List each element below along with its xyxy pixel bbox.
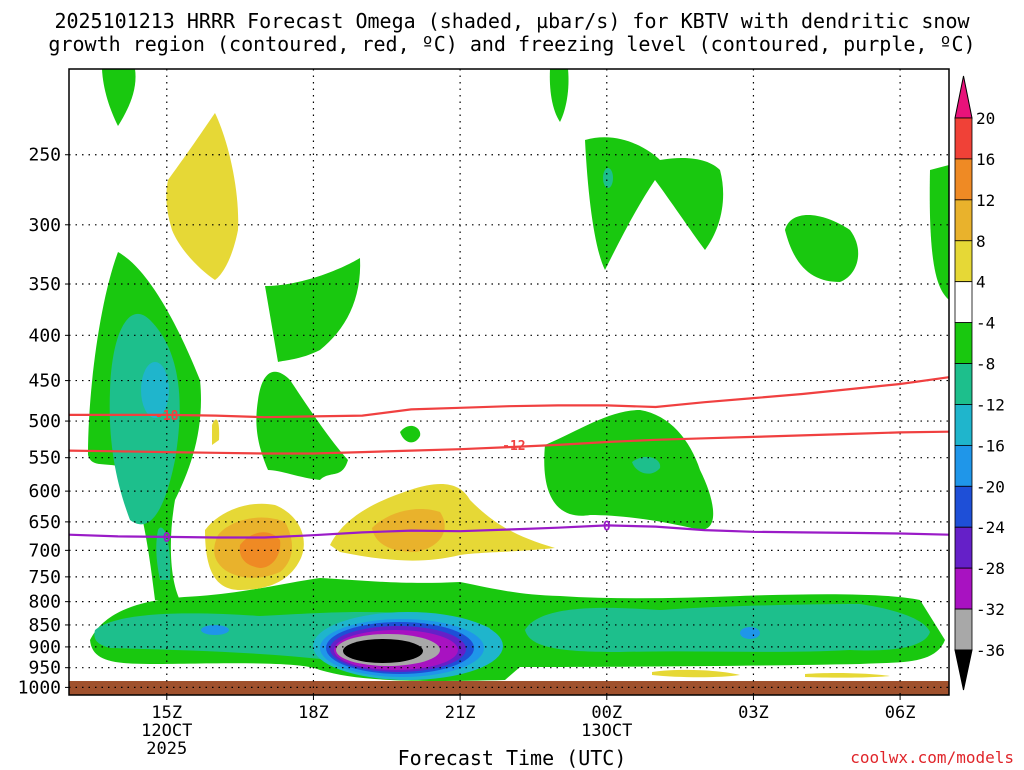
y-tick-label: 800 — [28, 592, 61, 613]
colorbar-segment — [954, 485, 973, 528]
colorbar-segment — [954, 444, 973, 487]
omega-shading — [88, 69, 949, 681]
y-tick-label: 250 — [28, 145, 61, 166]
omega-region-yellow-bottom-b — [805, 672, 890, 678]
grid-lines — [69, 69, 949, 695]
contour-freezing_level — [68, 524, 950, 539]
y-tick-label: 650 — [28, 512, 61, 533]
omega-region-green-right-mid — [544, 410, 714, 530]
colorbar-label: -12 — [976, 395, 1005, 414]
colorbar-label: 4 — [976, 273, 986, 292]
colorbar-segment — [954, 567, 973, 610]
omega-region-teal-band — [94, 604, 930, 661]
y-tick-label: 500 — [28, 411, 61, 432]
y-tick-label: 400 — [28, 325, 61, 346]
chart-title-line-2: growth region (contoured, red, ºC) and f… — [48, 32, 976, 56]
x-tick-label: 13OCT — [581, 721, 632, 741]
omega-region-green-top-mid — [549, 69, 569, 122]
y-tick-label: 350 — [28, 274, 61, 295]
omega-region-green-mid-tower — [265, 258, 361, 362]
colorbar-label: -4 — [976, 314, 995, 333]
y-tick-label: 750 — [28, 567, 61, 588]
colorbar-label: -8 — [976, 355, 995, 374]
colorbar-label: 8 — [976, 232, 986, 251]
contour-labels: -18 -12 0 0 — [155, 409, 611, 546]
x-tick-label: 15Z — [151, 703, 182, 723]
y-tick-label: 850 — [28, 615, 61, 636]
y-tick-label: 300 — [28, 215, 61, 236]
omega-region-green-mid-low — [256, 371, 348, 480]
colorbar-segment — [954, 158, 973, 201]
y-tick-label: 900 — [28, 637, 61, 658]
colorbar-segment — [954, 240, 973, 283]
contour-label: 0 — [163, 531, 171, 546]
colorbar-segment — [954, 404, 973, 446]
contour-label: -12 — [502, 439, 525, 454]
colorbar-bottom-arrow — [954, 649, 973, 691]
colorbar-segment — [954, 281, 973, 324]
y-axis: 2503003504004505005506006507007508008509… — [18, 145, 69, 698]
credit-link[interactable]: coolwx.com/models — [850, 748, 1014, 767]
omega-region-green-small-blob — [400, 425, 421, 443]
ground-strip — [69, 681, 949, 695]
colorbar-segment — [954, 363, 973, 405]
omega-region-yellow-upper — [166, 113, 239, 280]
y-tick-label: 600 — [28, 481, 61, 502]
omega-region-yellow-bottom-a — [652, 669, 740, 678]
chart-title-line-1: 2025101213 HRRR Forecast Omega (shaded, … — [54, 9, 970, 33]
colorbar-segment — [954, 117, 973, 160]
colorbar-label: -28 — [976, 559, 1005, 578]
omega-region-green-right-edge — [929, 165, 949, 300]
colorbar-label: 12 — [976, 191, 995, 210]
y-tick-label: 450 — [28, 371, 61, 392]
colorbar-label: 20 — [976, 109, 995, 128]
contour-dgz_bottom — [68, 430, 950, 455]
colorbar-label: -16 — [976, 436, 1005, 455]
x-tick-label: 18Z — [298, 703, 329, 723]
omega-region-blue-spot-a — [201, 625, 229, 635]
x-tick-label: 2025 — [146, 739, 187, 759]
x-axis-label: Forecast Time (UTC) — [397, 746, 627, 770]
omega-region-teal-small-high — [603, 168, 613, 188]
omega-region-green-upper-right-a — [585, 137, 724, 270]
omega-region-yellow-streak — [212, 419, 220, 445]
omega-region-green-top-left — [102, 69, 136, 126]
contour-dgz_top — [69, 376, 950, 419]
x-tick-label: 03Z — [738, 703, 769, 723]
omega-region-teal-column-low — [156, 527, 171, 580]
x-tick-label: 21Z — [445, 703, 476, 723]
colorbar-segment — [954, 526, 973, 569]
y-tick-label: 700 — [28, 540, 61, 561]
colorbar-segment — [954, 199, 973, 242]
colorbar-segment — [954, 608, 973, 651]
contour-lines — [68, 376, 950, 539]
x-tick-label: 12OCT — [141, 721, 192, 741]
omega-region-green-upper-right-b — [785, 215, 859, 282]
omega-region-teal-right-mid — [632, 456, 661, 474]
contour-label: -18 — [155, 409, 179, 424]
colorbar-label: -20 — [976, 477, 1005, 496]
omega-region-cyan-left-column — [141, 362, 169, 418]
x-tick-label: 06Z — [885, 703, 916, 723]
x-tick-label: 00Z — [591, 703, 622, 723]
colorbar-label: -24 — [976, 518, 1005, 537]
colorbar-label: 16 — [976, 150, 995, 169]
y-tick-label: 550 — [28, 448, 61, 469]
plot-frame — [68, 68, 950, 696]
colorbar-label: -32 — [976, 600, 1005, 619]
omega-core-black — [343, 639, 423, 663]
colorbar-top-arrow — [954, 75, 973, 119]
omega-region-red-left — [239, 532, 281, 568]
omega-region-blue-spot-b — [740, 627, 760, 639]
y-tick-label: 1000 — [18, 677, 61, 698]
y-tick-label: 950 — [28, 658, 61, 679]
colorbar-segment — [954, 322, 973, 364]
colorbar-label: -36 — [976, 641, 1005, 660]
colorbar: 20 16 12 8 4 -4 -8 -12 -16 -20 -24 -28 -32 -36 — [954, 75, 1005, 691]
contour-label: 0 — [603, 519, 611, 534]
